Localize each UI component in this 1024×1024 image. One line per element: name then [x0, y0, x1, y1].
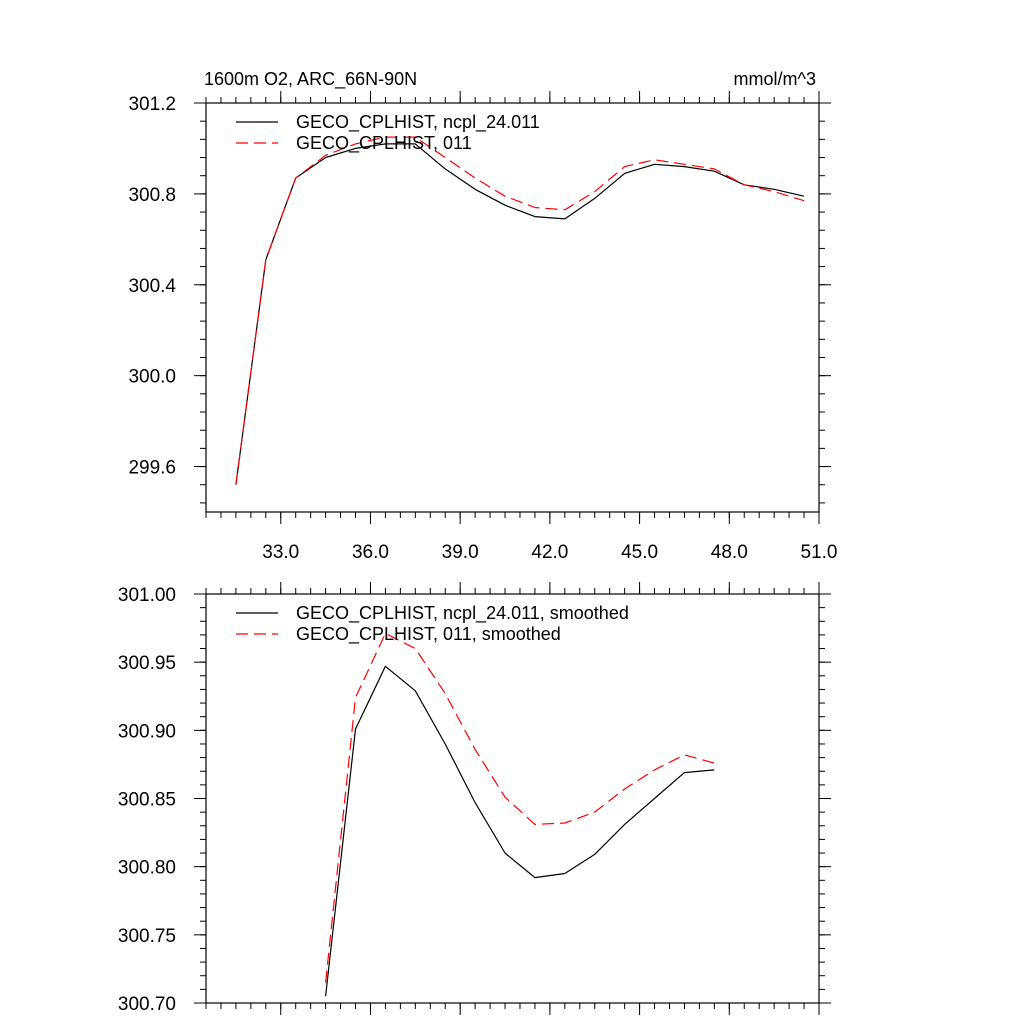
- y-tick-label: 300.70: [118, 994, 176, 1015]
- units-label: mmol/m^3: [734, 69, 816, 89]
- y-tick-label: 300.95: [118, 653, 176, 674]
- series-lines: [325, 632, 715, 997]
- series-line-1: [235, 143, 805, 485]
- legend-label: GECO_CPLHIST, ncpl_24.011, smoothed: [296, 603, 629, 624]
- chart-panel-bottom: 300.70 300.75 300.80 300.85 300.90 300.95 301.…: [118, 582, 831, 1015]
- x-tick-label: 39.0: [442, 542, 479, 563]
- axis-ticks: 300.70 300.75 300.80 300.85 300.90 300.95 301.…: [118, 582, 831, 1015]
- plot-frame: [205, 593, 820, 1004]
- series-line-2: [235, 136, 805, 485]
- y-tick-label: 300.90: [118, 721, 176, 742]
- axis-ticks: 33.0 36.0 39.0 42.0 45.0 48.0 51.0 299.6 300.0 30…: [128, 91, 837, 563]
- y-tick-label: 300.8: [128, 185, 176, 206]
- y-tick-label: 300.4: [128, 276, 176, 297]
- x-tick-label: 48.0: [711, 542, 748, 563]
- x-tick-label: 45.0: [621, 542, 658, 563]
- x-tick-label: 36.0: [352, 542, 389, 563]
- series-line-1: [325, 665, 715, 997]
- x-tick-label: 51.0: [801, 542, 838, 563]
- y-tick-label: 300.0: [128, 367, 176, 388]
- legend: GECO_CPLHIST, ncpl_24.011, smoothedGECO_…: [236, 603, 629, 645]
- series-lines: [235, 136, 805, 485]
- legend-label: GECO_CPLHIST, 011, smoothed: [296, 624, 561, 645]
- x-tick-label: 33.0: [262, 542, 299, 563]
- x-tick-label: 42.0: [531, 542, 568, 563]
- y-tick-label: 301.2: [128, 94, 176, 115]
- series-line-2: [325, 632, 715, 983]
- y-tick-label: 300.80: [118, 858, 176, 879]
- y-tick-label: 301.00: [118, 585, 176, 606]
- legend-label: GECO_CPLHIST, 011: [296, 133, 472, 154]
- y-tick-label: 300.75: [118, 926, 176, 947]
- legend-label: GECO_CPLHIST, ncpl_24.011: [296, 112, 540, 133]
- chart-title: 1600m O2, ARC_66N-90N: [204, 69, 417, 90]
- y-tick-label: 300.85: [118, 790, 176, 811]
- plot-frame: [205, 102, 820, 513]
- y-tick-label: 299.6: [128, 458, 176, 479]
- chart-panel-top: 1600m O2, ARC_66N-90N mmol/m^3 33.0 36.0 3…: [128, 69, 837, 563]
